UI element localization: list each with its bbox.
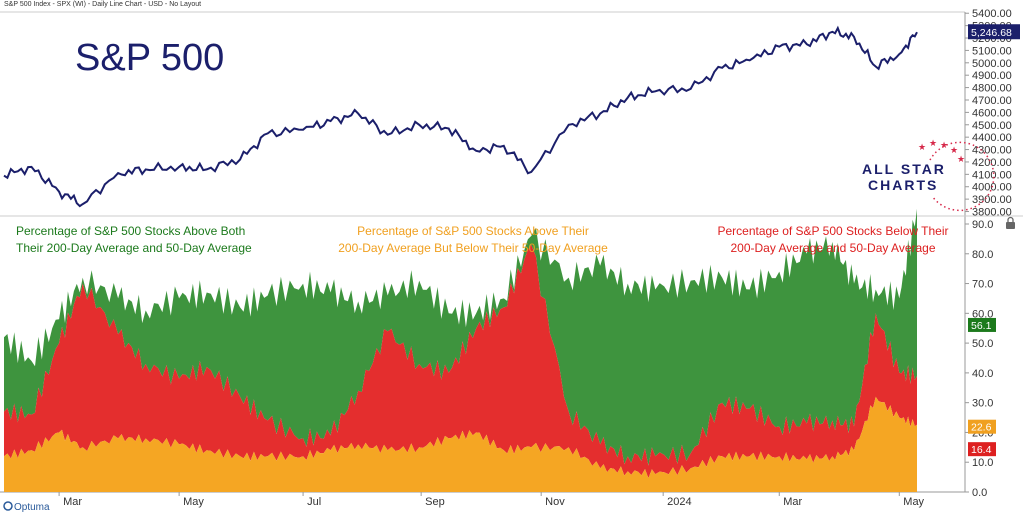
area-series-below-both <box>4 244 917 479</box>
annotation-red-line2: 200-Day Average and 50-Day Average <box>730 241 935 255</box>
all-star-charts-logo: ★ ★ ★ ★ ★ ALL STAR CHARTS <box>862 138 995 212</box>
chart-header: S&P 500 Index - SPX (WI) - Daily Line Ch… <box>4 1 202 8</box>
percent-tick-label: 80.0 <box>972 249 993 261</box>
orange-last-badge: 22.6 <box>971 422 992 434</box>
price-tick-label: 3900.00 <box>972 194 1012 206</box>
date-tick-label: Jul <box>307 496 321 508</box>
percent-tick-label: 50.0 <box>972 338 993 350</box>
price-tick-label: 4800.00 <box>972 83 1012 95</box>
price-tick-label: 4600.00 <box>972 107 1012 119</box>
price-last-badge-bg <box>968 24 1020 40</box>
chart-title: S&P 500 <box>75 37 224 79</box>
price-tick-label: 5100.00 <box>972 45 1012 57</box>
area-series-above-both <box>4 208 917 466</box>
date-tick-label: Sep <box>425 496 445 508</box>
date-axis: Mar May Jul Sep Nov 2024 Mar May <box>58 492 925 508</box>
percent-tick-label: 70.0 <box>972 279 993 291</box>
price-tick-label: 3800.00 <box>972 207 1012 219</box>
orange-last-badge-bg <box>968 419 996 434</box>
date-tick-label: Mar <box>783 496 802 508</box>
logo-line2: CHARTS <box>868 177 938 193</box>
logo-arc <box>929 141 995 212</box>
breadth-area-group <box>4 208 917 492</box>
annotation-orange-line1: Percentage of S&P 500 Stocks Above Their <box>357 224 589 238</box>
annotation-orange-line2: 200-Day Average But Below Their 50-Day A… <box>338 241 608 255</box>
price-line-group <box>3 25 918 208</box>
annotation-red: Percentage of S&P 500 Stocks Below Their… <box>717 224 948 255</box>
star-icon: ★ <box>940 140 948 150</box>
price-tick-label: 4900.00 <box>972 70 1012 82</box>
percent-tick-label: 10.0 <box>972 457 993 469</box>
percent-tick-label: 40.0 <box>972 368 993 380</box>
price-tick-label: 4400.00 <box>972 132 1012 144</box>
percent-tick-label: 60.0 <box>972 308 993 320</box>
percent-tick-label: 90.0 <box>972 219 993 231</box>
date-tick-label: Mar <box>63 496 82 508</box>
area-series-above-200-below-50 <box>4 396 917 492</box>
annotation-green-line1: Percentage of S&P 500 Stocks Above Both <box>16 224 245 238</box>
green-last-badge-bg <box>968 317 996 332</box>
lock-icon[interactable] <box>1006 216 1015 230</box>
optuma-watermark: Optuma <box>3 501 50 513</box>
price-last-badge: 5,246.68 <box>971 27 1012 39</box>
price-tick-label: 4200.00 <box>972 157 1012 169</box>
price-axis: 3800.003900.004000.004100.004200.004300.… <box>965 8 1012 219</box>
percent-tick-label: 30.0 <box>972 398 993 410</box>
star-icon: ★ <box>918 142 926 152</box>
date-tick-label: Nov <box>545 496 565 508</box>
optuma-label: Optuma <box>14 502 50 513</box>
optuma-icon <box>3 501 13 511</box>
green-last-badge: 56.1 <box>971 320 992 332</box>
percent-tick-label: 0.0 <box>972 487 987 499</box>
annotation-orange: Percentage of S&P 500 Stocks Above Their… <box>338 224 608 255</box>
price-tick-label: 4300.00 <box>972 145 1012 157</box>
price-tick-label: 5000.00 <box>972 58 1012 70</box>
date-tick-label: 2024 <box>667 496 691 508</box>
price-tick-label: 4700.00 <box>972 95 1012 107</box>
red-last-badge: 16.4 <box>971 444 992 456</box>
star-icon: ★ <box>957 154 965 164</box>
date-tick-label: May <box>903 496 924 508</box>
percent-axis: 0.010.020.030.040.050.060.070.080.090.0 <box>965 219 993 499</box>
price-series-line <box>3 25 918 208</box>
annotation-green-line2: Their 200-Day Average and 50-Day Average <box>16 241 252 255</box>
annotation-red-line1: Percentage of S&P 500 Stocks Below Their <box>717 224 948 238</box>
price-tick-label: 4500.00 <box>972 120 1012 132</box>
annotation-green: Percentage of S&P 500 Stocks Above Both … <box>16 224 252 255</box>
value-badges: 5,246.68 56.1 22.6 16.4 <box>968 24 1020 457</box>
price-tick-label: 4100.00 <box>972 169 1012 181</box>
price-tick-label: 4000.00 <box>972 182 1012 194</box>
red-last-badge-bg <box>968 442 996 457</box>
star-icon: ★ <box>950 145 958 155</box>
price-tick-label: 5400.00 <box>972 8 1012 20</box>
date-tick-label: May <box>183 496 204 508</box>
logo-line1: ALL STAR <box>862 161 946 177</box>
star-icon: ★ <box>929 138 937 148</box>
